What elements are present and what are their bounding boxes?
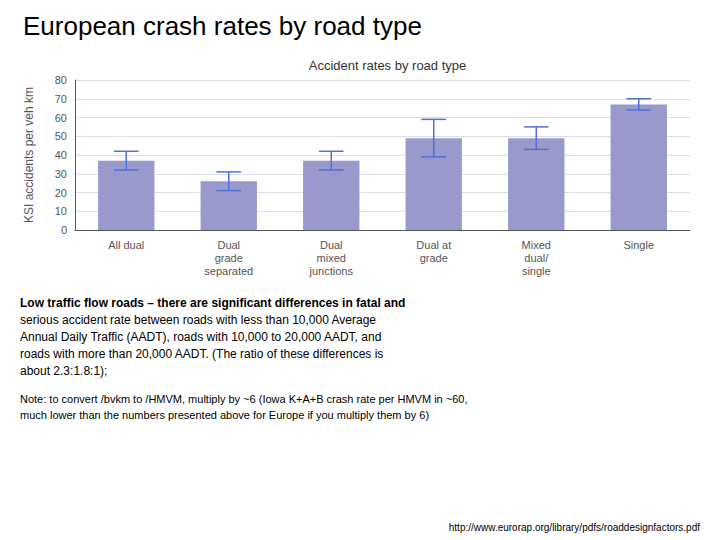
svg-text:Note: to convert /bvkm to /HMV: Note: to convert /bvkm to /HMVM, multipl… — [20, 393, 468, 405]
svg-text:Single: Single — [623, 239, 654, 251]
svg-text:Annual Daily Traffic (AADT), r: Annual Daily Traffic (AADT), roads with … — [20, 330, 381, 344]
svg-text:Mixed: Mixed — [522, 239, 551, 251]
svg-text:junctions: junctions — [309, 265, 354, 277]
svg-text:http://www.eurorap.org/library: http://www.eurorap.org/library/pdfs/road… — [449, 522, 700, 533]
svg-text:grade: grade — [420, 252, 448, 264]
svg-text:Dual at: Dual at — [416, 239, 451, 251]
svg-text:Dual: Dual — [217, 239, 240, 251]
svg-text:mixed: mixed — [317, 252, 346, 264]
svg-text:Accident rates by road type: Accident rates by road type — [309, 58, 467, 73]
svg-text:50: 50 — [55, 130, 67, 142]
svg-text:0: 0 — [61, 224, 67, 236]
svg-text:about 2.3:1.8:1);: about 2.3:1.8:1); — [20, 364, 107, 378]
svg-text:grade: grade — [215, 252, 243, 264]
svg-text:dual/: dual/ — [524, 252, 549, 264]
svg-text:70: 70 — [55, 93, 67, 105]
svg-text:Dual: Dual — [320, 239, 343, 251]
svg-text:KSI accidents per veh km: KSI accidents per veh km — [22, 87, 36, 223]
svg-text:40: 40 — [55, 149, 67, 161]
svg-text:roads with more than 20,000 AA: roads with more than 20,000 AADT. (The r… — [20, 347, 383, 361]
svg-text:separated: separated — [204, 265, 253, 277]
svg-text:10: 10 — [55, 205, 67, 217]
svg-text:European crash rates by road t: European crash rates by road type — [23, 11, 422, 41]
svg-text:60: 60 — [55, 112, 67, 124]
svg-text:20: 20 — [55, 187, 67, 199]
svg-text:All dual: All dual — [108, 239, 144, 251]
svg-text:80: 80 — [55, 74, 67, 86]
svg-text:single: single — [522, 265, 551, 277]
svg-text:30: 30 — [55, 168, 67, 180]
svg-text:serious accident rate between: serious accident rate between roads with… — [20, 313, 376, 327]
svg-text:much lower than the numbers pr: much lower than the numbers presented ab… — [20, 409, 429, 421]
svg-text:Low traffic flow roads – there: Low traffic flow roads – there are signi… — [20, 296, 405, 310]
